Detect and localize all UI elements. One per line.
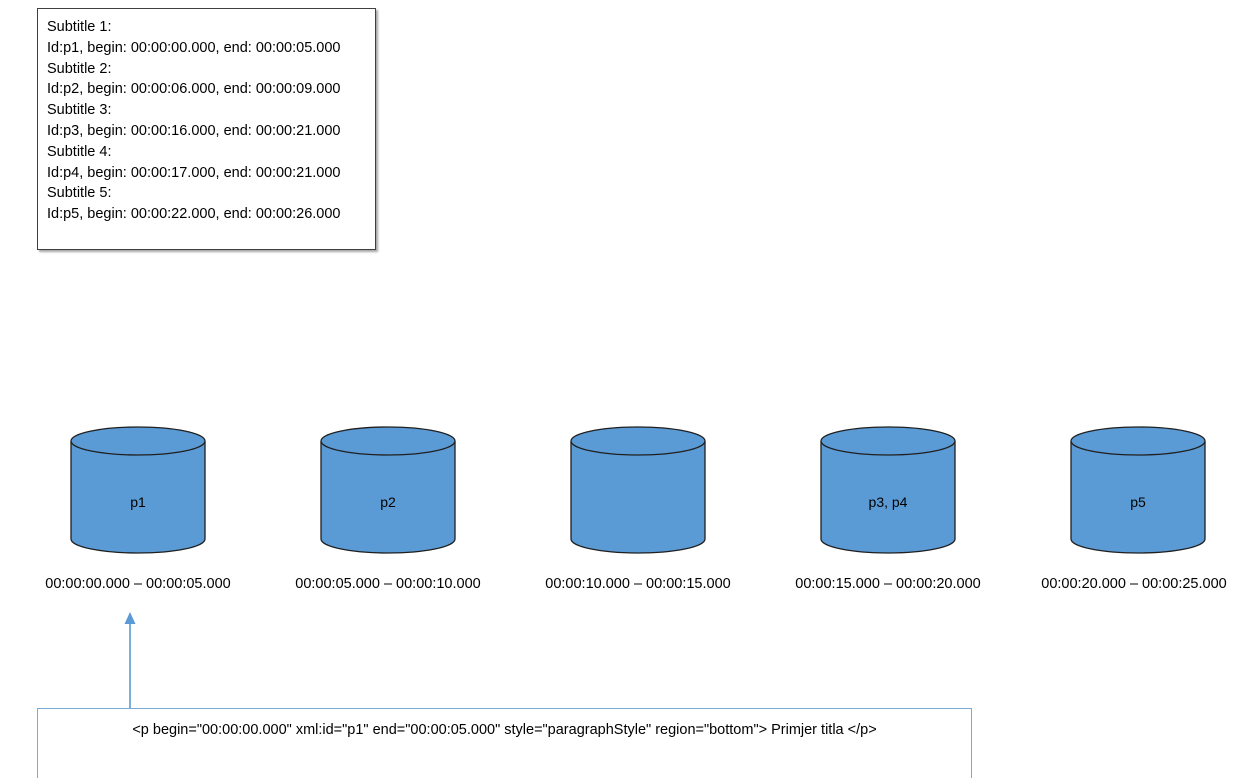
time-bucket-2: p2	[320, 426, 456, 554]
bucket-label: p3, p4	[868, 494, 908, 510]
time-range-label-4: 00:00:15.000 – 00:00:20.000	[795, 576, 981, 592]
bucket-label: p5	[1130, 494, 1146, 510]
subtitle-detail-2: Id:p2, begin: 00:00:06.000, end: 00:00:0…	[47, 81, 341, 98]
subtitle-detail-4: Id:p4, begin: 00:00:17.000, end: 00:00:2…	[47, 164, 341, 181]
time-range-label-1: 00:00:00.000 – 00:00:05.000	[45, 576, 231, 592]
subtitle-heading-3: Subtitle 3:	[47, 102, 112, 119]
subtitle-heading-5: Subtitle 5:	[47, 185, 112, 202]
time-bucket-4: p3, p4	[820, 426, 956, 554]
cylinder-icon	[70, 426, 206, 554]
code-snippet-text: <p begin="00:00:00.000" xml:id="p1" end=…	[132, 722, 877, 738]
bucket-label: p2	[380, 494, 396, 510]
subtitle-detail-1: Id:p1, begin: 00:00:00.000, end: 00:00:0…	[47, 39, 341, 56]
code-snippet-box: <p begin="00:00:00.000" xml:id="p1" end=…	[37, 708, 972, 778]
time-bucket-1: p1	[70, 426, 206, 554]
time-bucket-5: p5	[1070, 426, 1206, 554]
cylinder-icon	[320, 426, 456, 554]
subtitle-list-box: Subtitle 1: Id:p1, begin: 00:00:00.000, …	[37, 8, 376, 250]
time-bucket-3	[570, 426, 706, 554]
time-range-label-2: 00:00:05.000 – 00:00:10.000	[295, 576, 481, 592]
subtitle-detail-5: Id:p5, begin: 00:00:22.000, end: 00:00:2…	[47, 206, 341, 223]
cylinder-icon	[1070, 426, 1206, 554]
arrow-up-icon	[124, 612, 136, 708]
time-range-label-5: 00:00:20.000 – 00:00:25.000	[1041, 576, 1227, 592]
subtitle-heading-4: Subtitle 4:	[47, 143, 112, 160]
subtitle-heading-1: Subtitle 1:	[47, 19, 112, 35]
cylinder-icon	[570, 426, 706, 554]
cylinder-icon	[820, 426, 956, 554]
time-range-label-3: 00:00:10.000 – 00:00:15.000	[545, 576, 731, 592]
subtitle-heading-2: Subtitle 2:	[47, 60, 112, 77]
subtitle-detail-3: Id:p3, begin: 00:00:16.000, end: 00:00:2…	[47, 122, 341, 139]
bucket-label: p1	[130, 494, 146, 510]
